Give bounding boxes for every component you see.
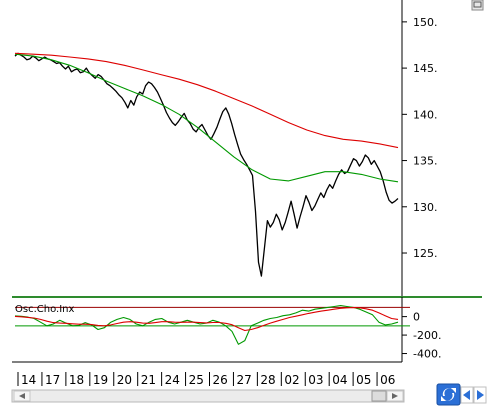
next-button[interactable] [473,386,487,404]
scrollbar-track[interactable] [11,389,405,403]
scroll-right-arrow-icon [392,393,398,399]
date-tick-label: 21 [141,373,156,387]
prev-button[interactable] [460,386,474,404]
window-corner-icon-inner [473,1,482,8]
refresh-button[interactable] [436,383,461,406]
scroll-left-arrow-icon [19,393,25,399]
triangle-left-icon [463,390,470,400]
price-axis: 150. 145. 140. 135. 130. 125. [402,16,438,260]
triangle-right-icon [477,390,484,400]
oscillator-series-group [14,304,399,345]
oscillator-axis: 0 -200. -400. [402,311,441,361]
refresh-arrows-icon-lower [441,393,455,401]
date-tick-label: 18 [69,373,84,387]
date-tick-label: 04 [332,373,347,387]
price-tick-label: 125. [413,247,438,260]
horizontal-scrollbar[interactable] [11,389,405,403]
date-tick-label: 05 [356,373,371,387]
moving-average-long-line [14,52,399,149]
date-tick-label: 25 [189,373,204,387]
price-plot-area [12,0,402,297]
date-tick-label: 24 [165,373,180,387]
date-tick-label: 17 [45,373,60,387]
date-tick-label: 28 [260,373,275,387]
date-tick-label: 03 [308,373,323,387]
moving-average-short-line [14,53,399,183]
date-tick-label: 20 [117,373,132,387]
price-tick-label: 135. [413,155,438,168]
date-tick-label: 02 [284,373,299,387]
window-corner-button[interactable] [471,0,484,11]
scrollbar-thumb[interactable] [371,390,387,402]
date-tick-label: 19 [93,373,108,387]
oscillator-tick-label: -200. [413,329,441,342]
price-tick-label: 140. [413,108,438,121]
refresh-button-bg[interactable] [436,383,461,406]
date-tick-label: 14 [21,373,36,387]
date-tick-label: 06 [380,373,395,387]
price-line [14,52,399,277]
oscillator-reference-lines [15,306,410,327]
oscillator-tick-label: 0 [413,311,420,324]
date-axis: 14 17 18 19 20 21 24 25 26 27 28 02 03 04 05 06 [17,372,395,387]
date-tick-label: 26 [213,373,228,387]
oscillator-tick-label: -400. [413,348,441,361]
date-tick-label: 27 [236,373,251,387]
price-series-group [14,52,399,277]
window-corner-icon[interactable] [471,0,484,11]
price-tick-label: 130. [413,201,438,214]
price-tick-label: 150. [413,16,438,29]
oscillator-signal-line [14,307,399,332]
price-tick-label: 145. [413,62,438,75]
oscillator-title: Osc.Cho.Inx [15,304,74,315]
refresh-arrows-icon [442,388,456,396]
